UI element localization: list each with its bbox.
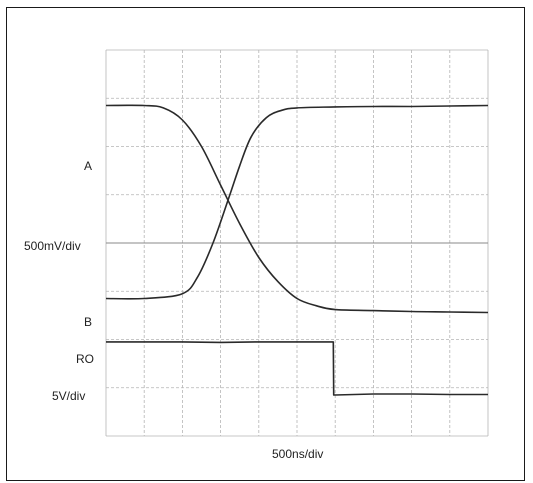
channel-label-ro: RO <box>76 352 94 366</box>
trace-a <box>105 104 489 314</box>
traces <box>105 104 489 396</box>
figure-frame <box>6 7 525 481</box>
trace-ro <box>106 341 488 396</box>
trace-b <box>105 104 489 300</box>
scale-label-logic: 5V/div <box>52 389 86 403</box>
time-scale-label: 500ns/div <box>272 447 324 461</box>
grid <box>105 49 489 437</box>
channel-label-a: A <box>84 159 93 173</box>
channel-label-b: B <box>84 315 93 329</box>
scale-label-differential: 500mV/div <box>24 239 81 253</box>
